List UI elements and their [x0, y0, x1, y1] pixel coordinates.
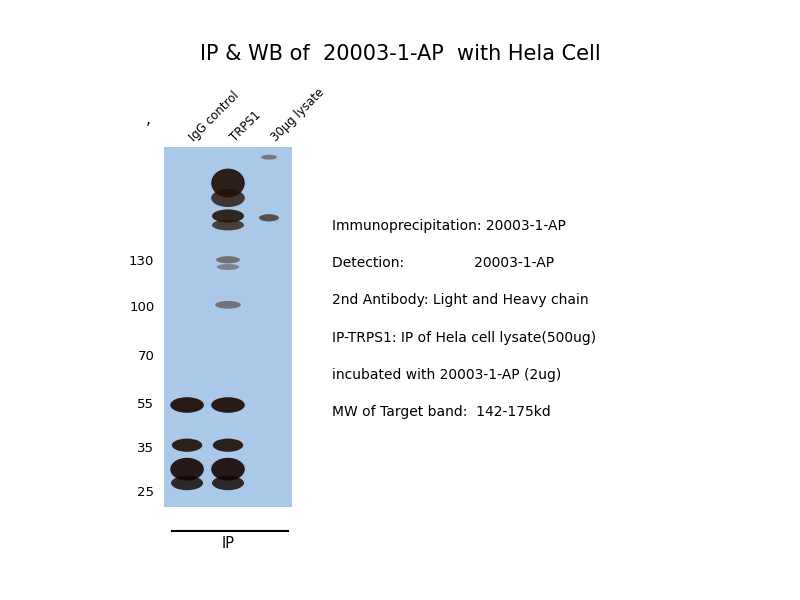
Text: 130: 130: [129, 254, 154, 268]
Text: 55: 55: [138, 398, 154, 412]
Ellipse shape: [217, 264, 239, 270]
Text: IP-TRPS1: IP of Hela cell lysate(500ug): IP-TRPS1: IP of Hela cell lysate(500ug): [332, 331, 596, 344]
Bar: [164, 147, 292, 507]
Text: IP & WB of  20003-1-AP  with Hela Cell: IP & WB of 20003-1-AP with Hela Cell: [200, 44, 600, 64]
Text: TRPS1: TRPS1: [228, 109, 263, 144]
Text: 70: 70: [138, 350, 154, 364]
Ellipse shape: [259, 214, 279, 221]
Ellipse shape: [211, 458, 245, 481]
Text: 35: 35: [138, 442, 154, 455]
Ellipse shape: [211, 397, 245, 413]
Text: Immunoprecipitation: 20003-1-AP: Immunoprecipitation: 20003-1-AP: [332, 219, 566, 233]
Ellipse shape: [211, 169, 245, 197]
Ellipse shape: [215, 301, 241, 309]
Ellipse shape: [171, 476, 203, 490]
Text: Detection:                20003-1-AP: Detection: 20003-1-AP: [332, 256, 554, 270]
Text: IgG control: IgG control: [187, 89, 242, 144]
Ellipse shape: [170, 458, 204, 481]
Text: incubated with 20003-1-AP (2ug): incubated with 20003-1-AP (2ug): [332, 368, 562, 382]
Text: 30μg lysate: 30μg lysate: [269, 86, 327, 144]
Ellipse shape: [212, 209, 244, 223]
Text: MW of Target band:  142-175kd: MW of Target band: 142-175kd: [332, 405, 550, 419]
Text: IP: IP: [222, 535, 234, 551]
Text: 2nd Antibody: Light and Heavy chain: 2nd Antibody: Light and Heavy chain: [332, 293, 589, 307]
Ellipse shape: [261, 155, 277, 160]
Ellipse shape: [170, 397, 204, 413]
Ellipse shape: [172, 439, 202, 452]
Ellipse shape: [211, 189, 245, 207]
Text: 25: 25: [138, 485, 154, 499]
Ellipse shape: [212, 476, 244, 490]
Ellipse shape: [212, 220, 244, 230]
Ellipse shape: [216, 256, 240, 263]
Ellipse shape: [213, 439, 243, 452]
Text: 100: 100: [129, 301, 154, 314]
Text: ’: ’: [146, 121, 150, 136]
